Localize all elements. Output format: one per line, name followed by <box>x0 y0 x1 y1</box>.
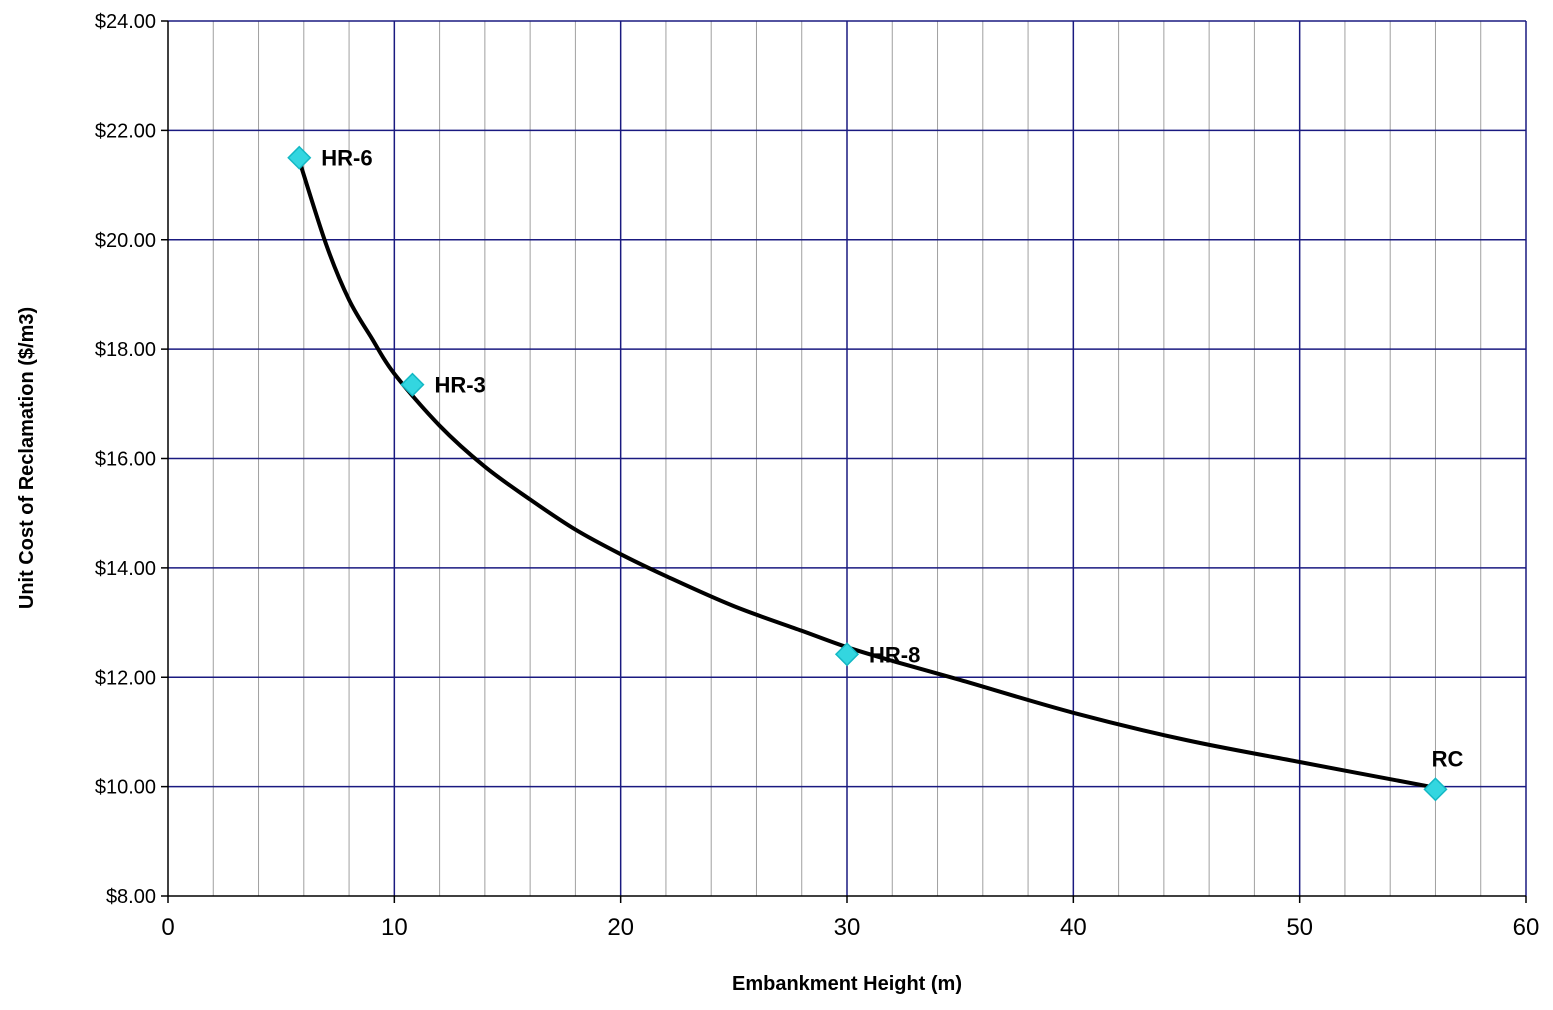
y-axis-ticks: $8.00 $10.00 $12.00 $14.00 $16.00 $18.00 $20.0… <box>95 11 168 908</box>
data-points <box>287 145 1448 802</box>
data-point-marker <box>1423 777 1448 802</box>
x-tick-label: 10 <box>381 914 408 941</box>
data-point-marker <box>834 642 860 667</box>
x-tick-label: 30 <box>834 914 861 941</box>
major-gridlines <box>168 20 1527 896</box>
y-tick-label: $18.00 <box>95 339 156 361</box>
y-tick-label: $14.00 <box>95 558 156 580</box>
data-point-label: HR-6 <box>321 146 372 171</box>
y-tick-label: $10.00 <box>95 777 156 799</box>
data-point-label: HR-8 <box>869 642 920 667</box>
data-point-label: HR-3 <box>434 373 485 398</box>
x-tick-label: 20 <box>607 914 634 941</box>
trendline-group <box>297 159 1436 790</box>
point-labels: HR-6 HR-3 HR-8 RC <box>321 146 1463 772</box>
y-tick-label: $12.00 <box>95 667 156 689</box>
x-axis-ticks: 0 10 20 30 40 50 60 <box>161 896 1539 941</box>
data-point-marker <box>400 372 425 397</box>
data-point-label: RC <box>1432 746 1464 771</box>
y-tick-label: $24.00 <box>95 11 156 33</box>
trendline <box>297 159 1436 790</box>
y-axis-title: Unit Cost of Reclamation ($/m3) <box>16 307 38 609</box>
x-tick-label: 40 <box>1060 914 1087 941</box>
y-tick-label: $22.00 <box>95 120 156 142</box>
y-tick-label: $20.00 <box>95 230 156 252</box>
x-tick-label: 50 <box>1286 914 1313 941</box>
y-tick-label: $16.00 <box>95 449 156 471</box>
x-axis-title: Embankment Height (m) <box>732 973 962 995</box>
y-tick-label: $8.00 <box>106 886 156 908</box>
x-tick-label: 0 <box>161 914 174 941</box>
x-tick-label: 60 <box>1513 914 1540 941</box>
data-point-marker <box>287 145 312 170</box>
